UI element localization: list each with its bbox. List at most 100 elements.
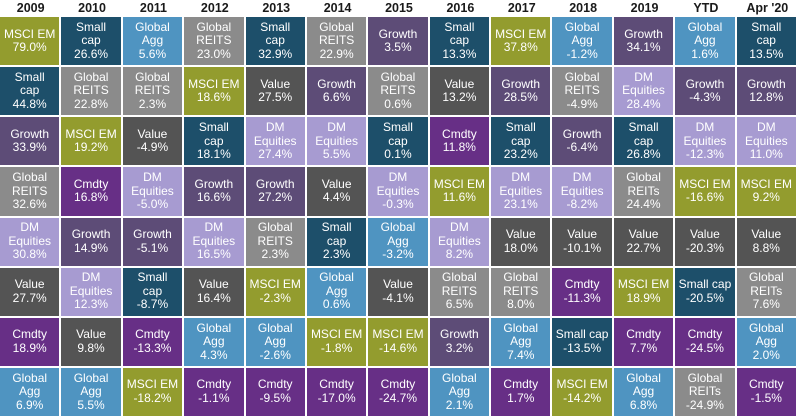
return-cell: Global Agg 5.6% — [122, 17, 185, 68]
return-cell: Small cap 13.3% — [429, 17, 492, 68]
asset-label: Global Agg — [135, 19, 170, 48]
asset-label: Cmdty — [503, 377, 539, 392]
asset-label: Small cap — [260, 19, 291, 48]
return-value: -11.3% — [563, 290, 601, 305]
asset-label: Growth — [378, 26, 418, 41]
asset-label: Growth — [10, 126, 50, 141]
return-cell: DM Equities 27.4% — [245, 117, 307, 168]
return-value: 2.3% — [322, 247, 351, 262]
return-value: 6.8% — [629, 397, 658, 412]
return-cell: Small cap -20.5% — [675, 267, 737, 318]
asset-label: Small cap — [76, 19, 107, 48]
return-value: -1.8% — [320, 340, 353, 355]
column-header-10: 2019 — [630, 1, 659, 15]
asset-label: DM Equities — [192, 220, 236, 248]
asset-label: Global Agg — [626, 370, 661, 399]
return-value: 22.9% — [319, 46, 354, 61]
return-cell: MSCI EM -18.2% — [122, 367, 185, 418]
asset-label: Global REITS — [12, 170, 48, 198]
return-cell: Global Agg 7.4% — [491, 317, 553, 368]
asset-label: Growth — [71, 227, 111, 242]
return-cell: Growth 6.6% — [306, 67, 369, 118]
return-value: 28.5% — [503, 90, 538, 105]
return-cell: Global REITS 2.3% — [122, 67, 185, 118]
return-value: -17.0% — [317, 390, 356, 405]
asset-label: Global Agg — [748, 320, 784, 349]
return-cell: Value 16.4% — [184, 267, 246, 318]
return-value: 1.6% — [691, 46, 719, 61]
asset-label: Growth — [194, 176, 234, 191]
return-cell: Value 4.4% — [306, 167, 369, 218]
return-value: 16.6% — [196, 190, 231, 205]
return-cell: Cmdty -13.3% — [122, 317, 185, 368]
asset-label: Global REITS — [257, 220, 293, 248]
return-value: -0.3% — [382, 197, 414, 212]
return-cell: MSCI EM 79.0% — [0, 17, 62, 68]
asset-label: DM Equities — [560, 170, 604, 198]
return-cell: Global REITs 7.6% — [736, 267, 798, 318]
asset-label: Global REITS — [564, 69, 600, 98]
asset-label: Value — [505, 227, 536, 242]
asset-label: Value — [321, 176, 352, 191]
asset-label: MSCI EM — [65, 126, 117, 141]
asset-label: DM Equities — [315, 120, 358, 148]
asset-label: Global REITs — [626, 170, 661, 198]
return-value: 23.2% — [503, 147, 538, 162]
return-cell: Global REITs -24.9% — [675, 367, 737, 418]
return-cell: Small cap 18.1% — [184, 117, 246, 168]
asset-label: DM Equities — [622, 69, 665, 98]
return-cell: Cmdty 18.9% — [0, 317, 62, 368]
return-value: -6.4% — [566, 140, 598, 155]
asset-label: Cmdty — [748, 377, 784, 392]
return-cell: Global Agg 6.9% — [0, 367, 62, 418]
return-value: -5.0% — [136, 197, 169, 212]
return-value: 9.2% — [752, 190, 780, 205]
return-value: 27.2% — [258, 190, 293, 205]
return-value: -4.1% — [382, 290, 414, 305]
return-cell: DM Equities 30.8% — [0, 217, 62, 268]
return-cell: Cmdty -1.5% — [736, 367, 798, 418]
return-value: 7.6% — [752, 297, 780, 312]
return-value: 24.4% — [626, 197, 661, 212]
asset-label: Small cap — [198, 120, 229, 148]
return-cell: Global Agg 5.5% — [61, 367, 123, 418]
return-value: 19.2% — [74, 140, 109, 155]
return-cell: Value 22.7% — [613, 217, 676, 268]
return-cell: MSCI EM 18.6% — [184, 67, 246, 118]
return-cell: Global REITS 2.3% — [245, 217, 307, 268]
asset-label: Small cap — [321, 220, 352, 248]
return-value: 2.3% — [138, 96, 167, 111]
return-cell: Global REITS 22.8% — [61, 67, 123, 118]
asset-label: Global REITS — [73, 69, 109, 98]
return-cell: Growth 33.9% — [0, 117, 62, 168]
asset-label: DM Equities — [131, 170, 174, 198]
return-value: 26.8% — [626, 147, 661, 162]
return-cell: Small cap 44.8% — [0, 67, 62, 118]
asset-label: Global REITS — [318, 19, 355, 48]
return-cell: DM Equities 11.0% — [736, 117, 798, 168]
return-value: -13.5% — [563, 340, 602, 355]
return-value: 28.4% — [626, 96, 661, 111]
asset-label: Value — [137, 126, 168, 141]
return-value: -12.3% — [685, 147, 724, 162]
return-cell: Growth 27.2% — [245, 167, 307, 218]
asset-label: Small cap — [751, 19, 782, 48]
asset-label: MSCI EM — [433, 176, 486, 191]
return-value: 2.3% — [261, 247, 289, 262]
asset-label: Global Agg — [12, 370, 48, 399]
column-header-9: 2018 — [569, 1, 598, 15]
return-value: 6.9% — [16, 397, 44, 412]
asset-label: Cmdty — [564, 277, 600, 292]
return-value: 33.9% — [12, 140, 47, 155]
return-cell: Small cap -8.7% — [122, 267, 185, 318]
asset-label: Global REITS — [380, 69, 416, 98]
return-cell: Global Agg 1.6% — [675, 17, 737, 68]
asset-label: Cmdty — [442, 126, 477, 141]
column-header-2: 2011 — [139, 1, 168, 15]
return-value: 18.6% — [196, 90, 231, 105]
asset-label: Growth — [133, 227, 172, 242]
asset-label: DM Equities — [8, 220, 52, 248]
return-value: 7.7% — [629, 340, 658, 355]
return-value: -4.9% — [566, 96, 598, 111]
